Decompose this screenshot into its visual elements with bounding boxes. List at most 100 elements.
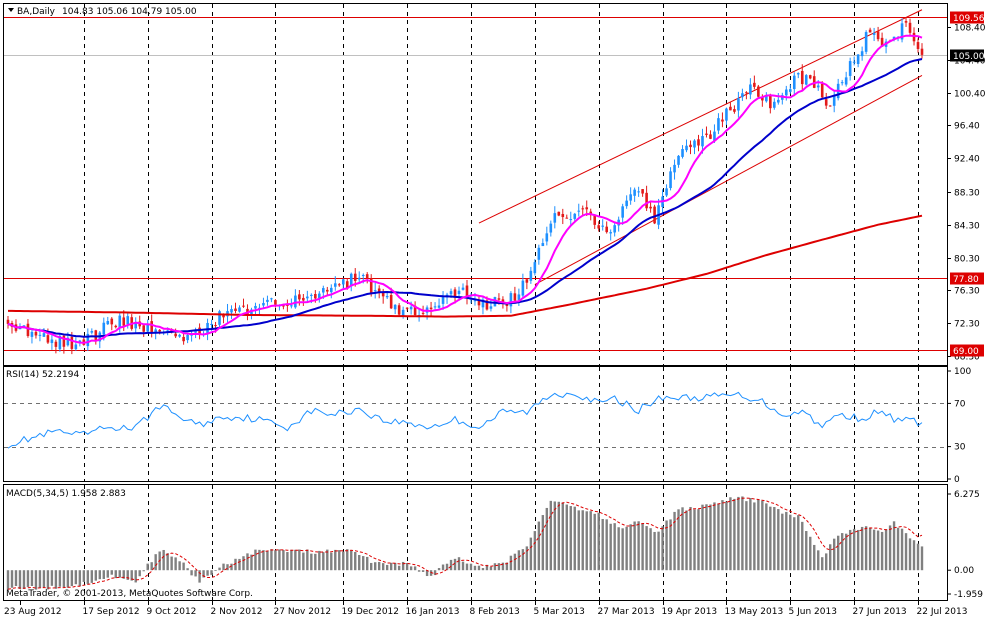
trend-channel[interactable]	[478, 9, 923, 286]
rsi-tick-label: 30	[954, 443, 966, 453]
rsi-vertical-grid	[84, 367, 919, 481]
rsi-panel[interactable]: 100 70 30 0 RSI(14) 52.2194	[3, 366, 972, 486]
macd-bar	[26, 570, 30, 587]
macd-panel[interactable]: 6.275 0.00 -1.959 MACD(5,34,5) 1.958 2.883…	[3, 484, 984, 601]
macd-bar	[34, 570, 38, 590]
macd-bar	[557, 501, 560, 571]
macd-bar	[633, 521, 636, 571]
macd-bar	[860, 526, 864, 571]
bear-candle	[70, 336, 74, 349]
rsi-line	[7, 391, 923, 449]
macd-signal-line	[7, 497, 923, 590]
price-tags: 109.56 77.80 69.00 105.00	[950, 11, 985, 357]
macd-bar	[122, 570, 125, 579]
dropdown-triangle-icon[interactable]	[8, 8, 14, 12]
bull-candle	[521, 280, 525, 296]
macd-bar	[278, 549, 281, 571]
macd-bar	[553, 501, 557, 571]
macd-bar	[142, 570, 145, 572]
bull-candle	[473, 300, 477, 302]
time-axis[interactable]: 23 Aug 2012 17 Sep 2012 9 Oct 2012 2 Nov 20…	[4, 601, 967, 617]
bull-candle	[74, 344, 78, 350]
macd-bar	[266, 550, 269, 571]
macd-bar	[449, 559, 453, 571]
bear-candle	[353, 273, 357, 281]
bull-candle	[892, 36, 896, 40]
macd-bar	[310, 553, 313, 571]
y-tick-label: 108.40	[954, 24, 986, 34]
bear-candle	[729, 106, 732, 111]
macd-bar	[749, 498, 752, 571]
bear-candle	[6, 319, 10, 324]
bull-candle	[637, 191, 640, 193]
macd-bar	[569, 506, 572, 571]
bear-candle	[46, 335, 50, 343]
bull-candle	[856, 54, 860, 64]
bull-candle	[669, 171, 672, 189]
macd-bar	[653, 531, 656, 571]
macd-bar	[832, 538, 836, 571]
bear-candle	[497, 298, 501, 300]
bull-candle	[254, 305, 257, 309]
bear-candle	[26, 323, 30, 336]
bull-candle	[106, 321, 110, 325]
macd-bar	[290, 549, 293, 571]
fast-moving-average-line	[7, 34, 923, 344]
price-axis[interactable]: 108.40104.40100.4096.4092.4088.3084.3080…	[947, 24, 986, 363]
ohlc-label: 104.83 105.06 104.79 105.00	[62, 7, 197, 17]
macd-bar	[370, 562, 373, 571]
bull-candle	[625, 200, 628, 207]
macd-bar	[721, 500, 724, 571]
macd-bar	[405, 563, 409, 571]
macd-bar	[302, 552, 305, 571]
bull-candle	[294, 295, 297, 308]
macd-bar	[389, 562, 393, 571]
bull-candle	[290, 305, 293, 307]
level-price-text: 77.80	[953, 275, 979, 285]
macd-bar	[801, 521, 804, 571]
macd-bar	[848, 529, 852, 571]
bull-candle	[553, 213, 557, 223]
macd-bar	[50, 570, 54, 586]
macd-bar	[82, 570, 86, 582]
x-tick-label: 8 Feb 2013	[470, 607, 520, 617]
bull-candle	[90, 331, 94, 333]
macd-bar	[677, 509, 680, 571]
slow-moving-average-line	[8, 214, 923, 318]
bull-candle	[796, 73, 800, 75]
bear-candle	[912, 32, 916, 42]
macd-bar	[669, 519, 672, 571]
bear-candle	[593, 215, 597, 225]
macd-bar	[10, 570, 14, 588]
bull-candle	[701, 136, 704, 147]
macd-bar	[896, 527, 900, 571]
symbol-label: BA,Daily	[17, 7, 56, 17]
macd-bar	[441, 564, 445, 571]
macd-bar	[461, 561, 465, 571]
macd-bar	[154, 554, 157, 571]
bull-candle	[393, 304, 397, 310]
bull-candle	[749, 84, 752, 95]
bull-candle	[154, 329, 157, 333]
macd-bar	[501, 562, 505, 571]
bull-candle	[693, 140, 696, 148]
macd-bar	[214, 570, 217, 572]
bear-candle	[757, 86, 760, 97]
bear-candle	[110, 318, 114, 325]
bull-candle	[437, 305, 441, 308]
bear-candle	[876, 31, 880, 40]
bull-candle	[717, 118, 720, 131]
macd-bar	[477, 565, 481, 571]
macd-bar	[465, 563, 469, 571]
bull-candle	[126, 316, 130, 325]
horizontal-levels[interactable]	[4, 17, 947, 351]
bear-candle	[800, 70, 804, 85]
price-panel[interactable]: 108.40104.40100.4096.4092.4088.3084.3080…	[3, 3, 986, 366]
bull-candle	[186, 334, 189, 341]
price-header: BA,Daily 104.83 105.06 104.79 105.00	[8, 7, 197, 17]
bull-candle	[18, 328, 22, 330]
x-tick-label: 17 Sep 2012	[83, 607, 140, 617]
bear-candle	[381, 292, 385, 297]
macd-bar	[733, 498, 736, 571]
